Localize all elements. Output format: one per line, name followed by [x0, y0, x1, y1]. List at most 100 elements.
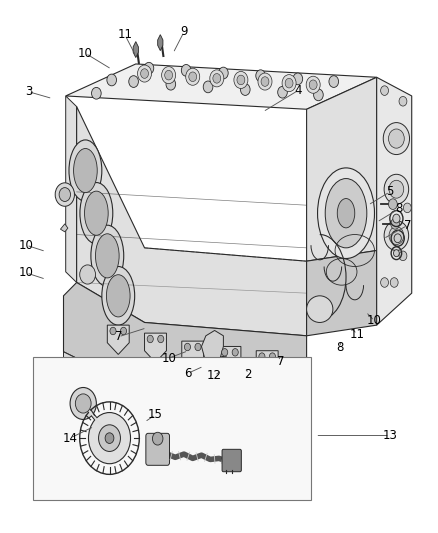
Circle shape — [129, 76, 138, 87]
Ellipse shape — [106, 274, 130, 317]
Circle shape — [110, 327, 116, 335]
Circle shape — [403, 203, 411, 213]
Polygon shape — [182, 341, 204, 370]
Polygon shape — [107, 325, 129, 354]
Circle shape — [88, 413, 131, 464]
Circle shape — [384, 174, 409, 204]
Text: 10: 10 — [19, 239, 34, 252]
Circle shape — [309, 80, 317, 90]
Circle shape — [59, 188, 71, 201]
Circle shape — [261, 77, 269, 86]
Ellipse shape — [307, 296, 333, 322]
Polygon shape — [219, 346, 241, 376]
Circle shape — [293, 73, 303, 85]
Circle shape — [285, 78, 293, 88]
Polygon shape — [256, 351, 278, 380]
Circle shape — [184, 343, 191, 351]
Circle shape — [141, 69, 148, 78]
Text: 11: 11 — [117, 28, 132, 41]
Circle shape — [80, 265, 95, 284]
Circle shape — [213, 74, 221, 83]
Ellipse shape — [85, 191, 108, 235]
FancyBboxPatch shape — [146, 433, 170, 465]
Circle shape — [389, 129, 404, 148]
Circle shape — [158, 335, 164, 343]
Circle shape — [329, 76, 339, 87]
Circle shape — [210, 70, 224, 87]
Circle shape — [138, 65, 152, 82]
Circle shape — [189, 72, 197, 82]
Circle shape — [105, 433, 114, 443]
Polygon shape — [77, 107, 307, 336]
Circle shape — [389, 227, 404, 245]
Text: 7: 7 — [403, 219, 411, 232]
Ellipse shape — [80, 182, 113, 244]
Circle shape — [237, 75, 245, 85]
Polygon shape — [307, 77, 377, 261]
Circle shape — [390, 278, 398, 287]
Circle shape — [75, 394, 91, 413]
Circle shape — [282, 75, 296, 92]
Circle shape — [258, 73, 272, 90]
Circle shape — [240, 84, 250, 95]
Ellipse shape — [74, 149, 97, 192]
Text: 9: 9 — [180, 26, 188, 38]
Circle shape — [381, 86, 389, 95]
Circle shape — [269, 353, 276, 360]
Circle shape — [222, 349, 228, 356]
Ellipse shape — [69, 140, 102, 201]
Ellipse shape — [95, 234, 119, 278]
Polygon shape — [66, 64, 377, 109]
Text: 7: 7 — [276, 355, 284, 368]
Polygon shape — [60, 224, 68, 232]
Text: 8: 8 — [395, 203, 402, 215]
Circle shape — [381, 278, 389, 287]
Ellipse shape — [91, 225, 124, 287]
Circle shape — [314, 89, 323, 101]
Circle shape — [55, 183, 74, 206]
Polygon shape — [307, 251, 377, 336]
Text: 2: 2 — [244, 368, 251, 381]
Circle shape — [256, 70, 265, 82]
Bar — [33, 357, 311, 500]
Circle shape — [383, 123, 410, 155]
Polygon shape — [133, 42, 138, 58]
Circle shape — [391, 219, 399, 229]
Polygon shape — [201, 330, 223, 362]
Circle shape — [144, 62, 154, 74]
Text: 11: 11 — [350, 328, 364, 341]
Circle shape — [394, 234, 401, 243]
Circle shape — [278, 86, 287, 98]
Polygon shape — [64, 352, 307, 413]
Circle shape — [203, 81, 213, 93]
FancyBboxPatch shape — [222, 449, 241, 472]
Circle shape — [259, 353, 265, 360]
Text: 10: 10 — [78, 47, 93, 60]
Circle shape — [399, 96, 407, 106]
Circle shape — [70, 387, 96, 419]
Ellipse shape — [102, 266, 135, 325]
Text: 4: 4 — [294, 84, 302, 97]
Text: 7: 7 — [114, 330, 122, 343]
Polygon shape — [145, 333, 166, 362]
Text: 14: 14 — [63, 432, 78, 445]
Ellipse shape — [201, 365, 209, 371]
Polygon shape — [158, 35, 163, 51]
Circle shape — [120, 327, 127, 335]
Circle shape — [389, 199, 397, 209]
Circle shape — [162, 67, 176, 84]
Text: 12: 12 — [207, 369, 222, 382]
Text: 15: 15 — [148, 408, 163, 421]
Circle shape — [399, 251, 407, 261]
Polygon shape — [377, 77, 412, 325]
Ellipse shape — [325, 179, 367, 248]
Circle shape — [181, 64, 191, 76]
Circle shape — [219, 67, 228, 79]
Circle shape — [152, 432, 163, 445]
Text: 6: 6 — [184, 367, 192, 379]
Circle shape — [195, 343, 201, 351]
Polygon shape — [64, 282, 307, 405]
Text: 3: 3 — [25, 85, 32, 98]
Circle shape — [232, 349, 238, 356]
Text: 13: 13 — [382, 429, 397, 442]
